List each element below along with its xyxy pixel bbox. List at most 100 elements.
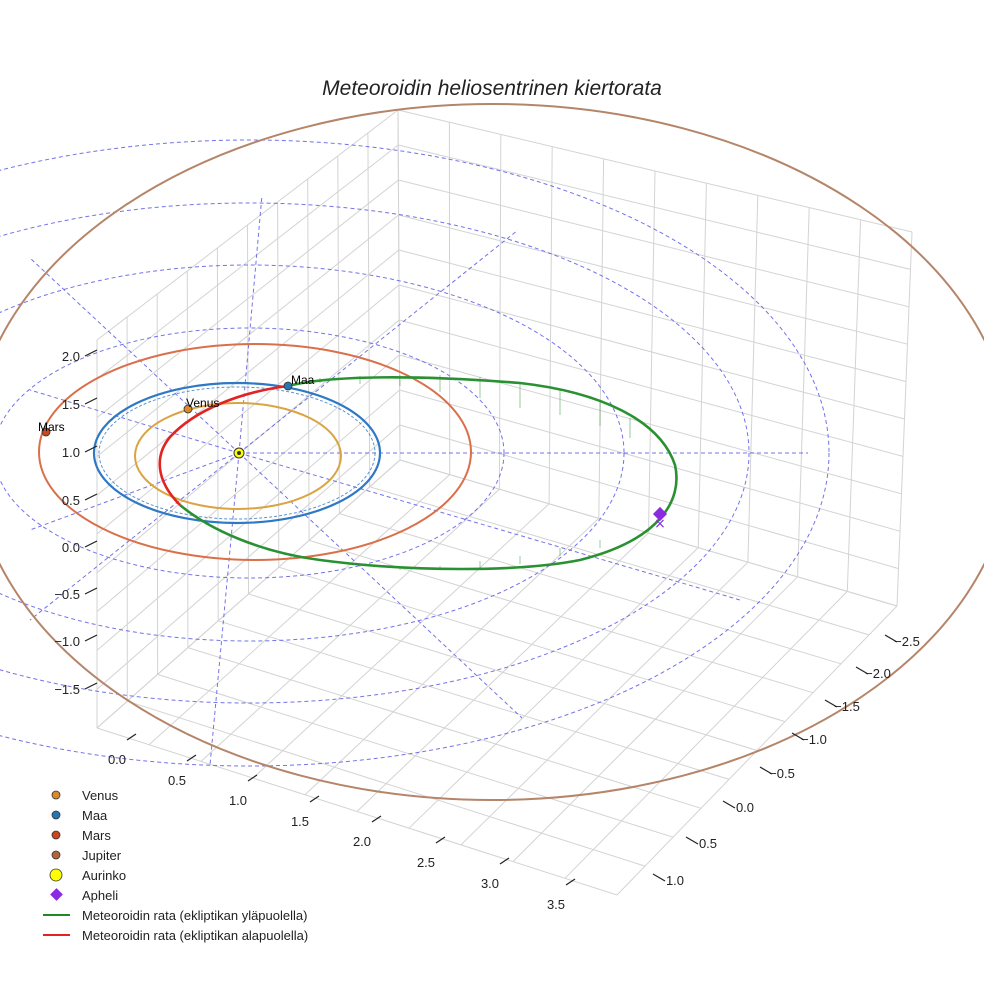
legend-label: Venus [82,788,119,803]
orbit-maa-inner [98,386,376,520]
grid-line [356,532,649,812]
x-tick-mark [371,815,382,823]
reference-ray [238,194,263,454]
x-tick-label: 0.0 [108,752,126,767]
grid-line [337,155,340,514]
grid-line [398,284,905,420]
mars-marker [41,427,51,437]
x-tick-label: 1.0 [229,793,247,808]
grid-line [408,547,699,829]
orbit-mars [38,343,472,561]
grid-line [278,566,786,723]
grid-line [846,219,862,592]
meteoroid-drop-lines [319,375,631,570]
y-tick-label: −2.5 [894,634,920,649]
legend-label: Meteoroidin rata (ekliptikan alapuolella… [82,928,308,943]
z-tick-mark [84,634,98,642]
grid-line [397,109,913,233]
planet-markers: Venus Maa Mars [38,373,315,437]
grid-line [398,179,910,308]
grid-line [512,576,798,862]
grid-line [398,214,908,345]
reference-ray [29,389,240,454]
y-tick-mark [824,699,838,708]
y-tick-mark [722,800,736,809]
grid-line [339,513,842,665]
sun-marker [233,447,245,459]
y-tick-mark [791,732,805,741]
y-tick-label: 0.5 [699,836,717,851]
grid-line [398,249,907,383]
x-tick-mark [126,733,137,741]
grid-line [797,207,810,577]
grid-line [896,231,913,607]
grid-line [96,284,400,535]
reference-ring [0,327,505,579]
z-tick-mark [84,493,98,501]
venus-label: Venus [186,396,219,410]
chart-title: Meteoroidin heliosentrinen kiertorata [322,77,662,100]
x-tick-label: 3.5 [547,897,565,912]
venus-marker [183,404,193,414]
grid-line [96,249,400,496]
legend-swatch [51,810,61,820]
y-tick-mark [652,873,666,882]
reference-ring [0,202,750,704]
ecliptic-reference-grid [0,139,830,767]
z-tick-mark [84,445,98,453]
x-tick-mark [186,754,197,762]
x-tick-label: 3.0 [481,876,499,891]
y-tick-mark [685,836,699,845]
grid-line [398,144,911,270]
legend: Venus Maa Mars Jupiter Aurinko Apheli Meteoroi… [43,788,308,943]
legend-label: Aurinko [82,868,126,883]
legend-label: Apheli [82,888,118,903]
grid-line [307,178,310,541]
legend-swatch [51,830,61,840]
z-tick-mark [84,682,98,690]
orbit-venus [134,402,342,510]
grid-line [96,214,399,457]
y-tick-mark [884,634,898,643]
z-tick-label: −1.5 [54,682,80,697]
grid-line [96,144,399,380]
z-tick-label: −0.5 [54,587,80,602]
planet-orbits [0,103,984,801]
reference-ray [29,452,240,531]
grid-line [277,201,280,568]
x-tick-label: 2.5 [417,855,435,870]
grid-line [96,179,399,418]
z-tick-mark [84,587,98,595]
reference-ray [29,452,240,621]
aphelion-marker: × [652,506,668,532]
reference-ray [238,452,741,601]
orbit-jupiter [0,103,984,801]
z-tick-label: −1.0 [54,634,80,649]
y-tick-label: −0.5 [769,766,795,781]
orbit-maa [92,381,382,525]
z-tick-mark [84,540,98,548]
axis-ticks: −1.5 −1.0 −0.5 0.0 0.5 1.0 1.5 2.0 0.0 0.5 1.0 1.5 2… [54,349,920,912]
x-tick-mark [309,795,320,803]
legend-label: Mars [82,828,111,843]
legend-label: Jupiter [82,848,122,863]
grid-line [369,486,870,636]
z-tick-label: 1.5 [62,397,80,412]
z-tick-label: 0.5 [62,493,80,508]
mars-label: Mars [38,420,65,434]
z-tick-label: 1.0 [62,445,80,460]
reference-ring [0,139,830,767]
legend-swatch [50,888,63,901]
y-tick-label: −2.0 [865,666,891,681]
z-tick-label: 2.0 [62,349,80,364]
grid-line [564,591,848,879]
axes-grid [96,109,913,896]
reference-ray [29,257,240,454]
grid-line [460,561,749,846]
x-tick-mark [247,774,258,782]
svg-text:×: × [654,516,666,532]
reference-ray [238,229,519,454]
grid-line [697,183,707,548]
x-tick-label: 1.5 [291,814,309,829]
legend-label: Maa [82,808,108,823]
